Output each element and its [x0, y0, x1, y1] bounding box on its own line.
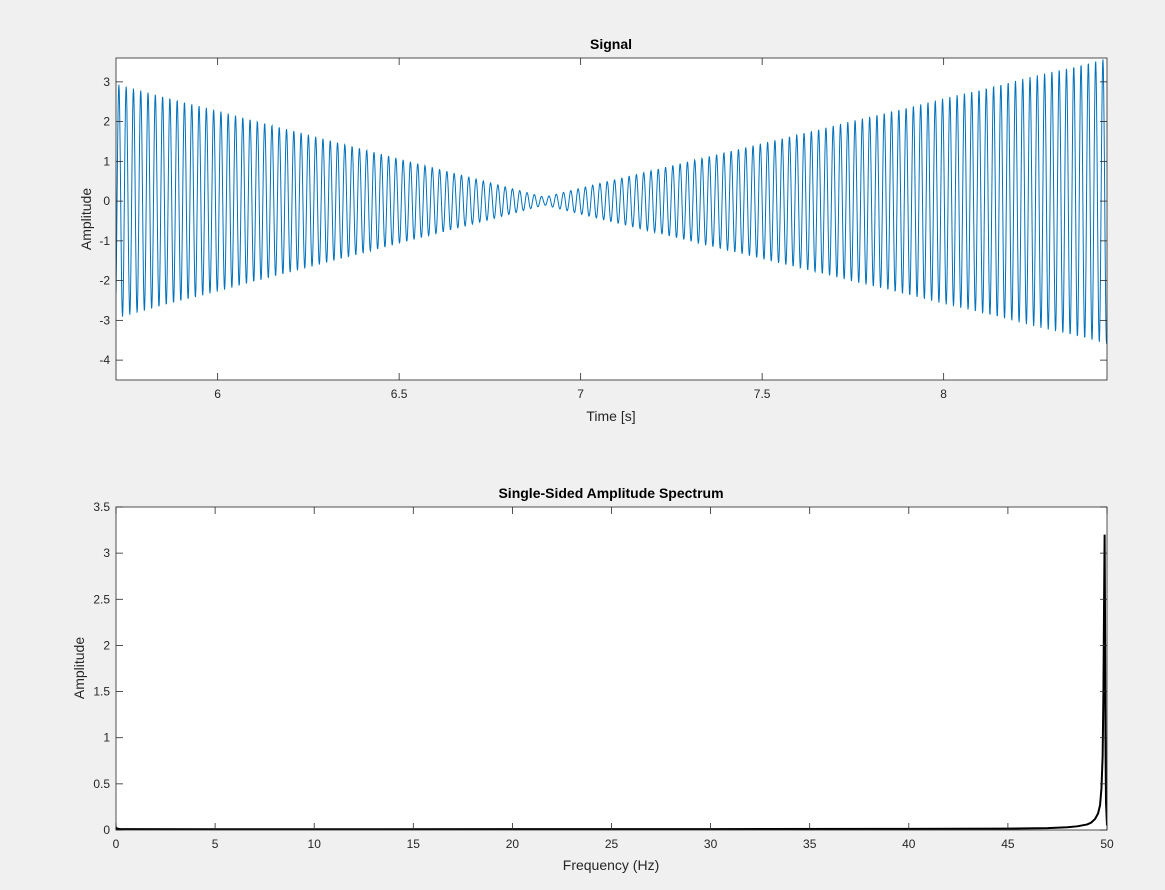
spectrum-line: [116, 534, 1107, 830]
signal-x-tick-label: 7.5: [754, 387, 771, 401]
spectrum-y-axis-label: Amplitude: [71, 637, 87, 699]
spectrum-x-tick-label: 40: [902, 837, 916, 851]
spectrum-x-tick-label: 50: [1100, 837, 1114, 851]
signal-y-tick-label: -1: [99, 234, 110, 248]
spectrum-x-tick-label: 35: [803, 837, 817, 851]
spectrum-y-tick-label: 3.5: [93, 500, 110, 514]
signal-y-tick-label: -2: [99, 274, 110, 288]
spectrum-y-tick-label: 2: [103, 638, 110, 652]
spectrum-x-tick-label: 45: [1001, 837, 1015, 851]
signal-y-ticks: -4 -3 -2 -1 0 1 2 3: [99, 75, 1107, 367]
signal-plot-clip: [116, 59, 1107, 344]
signal-y-tick-label: 0: [103, 194, 110, 208]
spectrum-y-ticks: 0 0.5 1 1.5 2 2.5 3 3.5: [93, 500, 1107, 837]
spectrum-x-tick-label: 10: [308, 837, 322, 851]
signal-axes[interactable]: 6 6.5 7 7.5 8 -4 -3 -2 -1 0 1 2 3 Signal Time [s] A…: [78, 36, 1108, 424]
spectrum-title: Single-Sided Amplitude Spectrum: [498, 485, 723, 501]
spectrum-x-tick-label: 30: [704, 837, 718, 851]
spectrum-x-tick-label: 5: [212, 837, 219, 851]
signal-y-tick-label: -4: [99, 353, 110, 367]
spectrum-x-tick-label: 20: [506, 837, 520, 851]
signal-x-ticks: 6 6.5 7 7.5 8: [214, 58, 947, 401]
signal-title: Signal: [590, 36, 632, 52]
signal-x-axis-label: Time [s]: [586, 408, 635, 424]
spectrum-plot-clip: [116, 534, 1107, 830]
spectrum-y-tick-label: 1: [103, 731, 110, 745]
signal-y-tick-label: -3: [99, 313, 110, 327]
spectrum-x-tick-label: 25: [605, 837, 619, 851]
spectrum-y-tick-label: 2.5: [93, 592, 110, 606]
spectrum-x-axis-label: Frequency (Hz): [563, 857, 659, 873]
spectrum-x-tick-label: 0: [113, 837, 120, 851]
signal-x-tick-label: 6.5: [391, 387, 408, 401]
signal-line: [116, 59, 1107, 344]
signal-axes-box: [115, 57, 1108, 381]
spectrum-y-tick-label: 3: [103, 546, 110, 560]
spectrum-x-tick-label: 15: [407, 837, 421, 851]
spectrum-x-ticks: 0 5 10 15 20 25 30 35 40 45 50: [113, 507, 1114, 851]
spectrum-axes[interactable]: 0 5 10 15 20 25 30 35 40 45 50 0 0.5 1 1.5 2 2.5 3 3.5 Si…: [71, 485, 1114, 873]
signal-y-tick-label: 1: [103, 154, 110, 168]
signal-x-tick-label: 7: [577, 387, 584, 401]
spectrum-y-tick-label: 0.5: [93, 777, 110, 791]
signal-y-tick-label: 2: [103, 115, 110, 129]
spectrum-y-tick-label: 0: [103, 823, 110, 837]
signal-x-tick-label: 6: [214, 387, 221, 401]
signal-y-tick-label: 3: [103, 75, 110, 89]
spectrum-y-tick-label: 1.5: [93, 685, 110, 699]
signal-x-tick-label: 8: [940, 387, 947, 401]
signal-y-axis-label: Amplitude: [78, 188, 94, 250]
spectrum-plot-area: [116, 507, 1107, 830]
